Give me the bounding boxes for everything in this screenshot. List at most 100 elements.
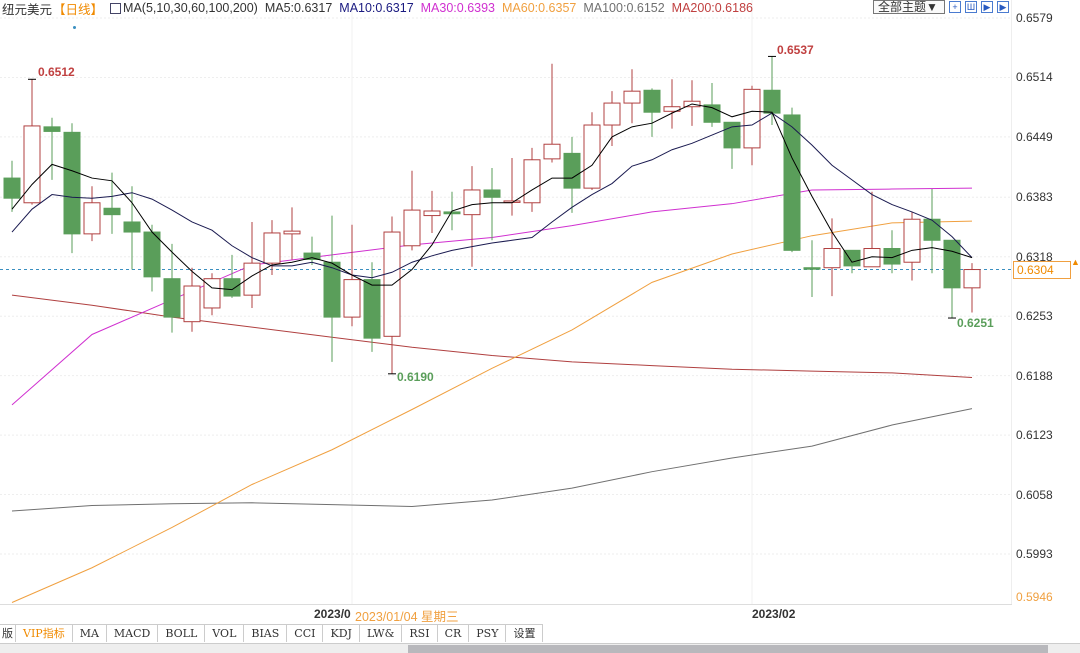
candle-up xyxy=(83,202,101,235)
symbol-name: 纽元美元 xyxy=(2,2,53,17)
candle-up xyxy=(263,232,281,264)
ma10-line xyxy=(11,112,973,279)
candle-down xyxy=(843,249,861,267)
candle-up xyxy=(403,209,421,247)
candle-down xyxy=(223,278,241,297)
tab-6[interactable]: BIAS xyxy=(244,625,288,642)
candle-up xyxy=(423,210,441,217)
price-tick: 0.6579 xyxy=(1016,11,1053,25)
tab-10[interactable]: RSI xyxy=(402,625,438,642)
low-annotation: 0.6190 xyxy=(397,370,434,384)
ma100-value: MA100:0.6152 xyxy=(583,1,665,15)
chart-indicator-icon[interactable] xyxy=(110,2,122,14)
marker-dot xyxy=(73,26,76,29)
candle-up xyxy=(343,279,361,318)
date-label-feb: 2023/02 xyxy=(752,607,796,621)
candle-up xyxy=(603,102,621,126)
bar-chart-icon[interactable]: Ш xyxy=(965,1,977,13)
price-tick: 0.6123 xyxy=(1016,428,1053,443)
candle-down xyxy=(923,218,941,241)
price-tick: 0.6449 xyxy=(1016,129,1053,144)
tab-7[interactable]: CCI xyxy=(287,625,324,642)
candle-up xyxy=(523,159,541,204)
price-tick: 0.6253 xyxy=(1016,309,1053,324)
candle-down xyxy=(323,261,341,318)
candle-down xyxy=(43,126,61,132)
candle-up xyxy=(463,189,481,216)
tab-4[interactable]: BOLL xyxy=(158,625,206,642)
current-price-label: 0.6304 xyxy=(1013,260,1071,279)
ma30-value: MA30:0.6393 xyxy=(420,1,495,15)
tab-9[interactable]: LW& xyxy=(360,625,403,642)
price-tick: 0.6514 xyxy=(1016,70,1053,85)
horizontal-scrollbar[interactable] xyxy=(0,643,1080,653)
indicator-tabs: 版 VIP指标 MA MACD BOLL VOL BIAS CCI KDJ LW& RSI CR PSY… xyxy=(0,624,544,642)
candle-down xyxy=(883,248,901,265)
play-icon[interactable]: ▶ xyxy=(981,1,993,13)
tab-5[interactable]: VOL xyxy=(205,625,245,642)
candle-up xyxy=(623,90,641,104)
date-axis: 2023/0 2023/01/04 星期三 2023/02 xyxy=(0,604,1012,625)
candle-down xyxy=(103,207,121,216)
candle-down xyxy=(763,89,781,114)
price-tick: 0.6318 xyxy=(1016,249,1053,264)
candle-down xyxy=(303,252,321,260)
candle-down xyxy=(443,211,461,215)
tab-3[interactable]: MACD xyxy=(107,625,159,642)
candle-up xyxy=(203,278,221,309)
tab-12[interactable]: PSY xyxy=(469,625,507,642)
candle-down xyxy=(803,267,821,270)
candle-up xyxy=(543,143,561,160)
candle-down xyxy=(143,231,161,278)
tab-13[interactable]: 设置 xyxy=(506,625,544,642)
ma100-line xyxy=(11,408,973,512)
ma60-line xyxy=(11,220,973,603)
high-annotation: 0.6512 xyxy=(38,65,75,79)
low-annotation: 0.6251 xyxy=(957,316,994,330)
ma-params: MA(5,10,30,60,100,200) xyxy=(123,1,258,15)
candle-down xyxy=(123,221,141,233)
candle-up xyxy=(383,231,401,337)
candle-up xyxy=(963,269,981,289)
candle-up xyxy=(903,218,921,263)
candle-up xyxy=(183,285,201,323)
price-tick: 0.6058 xyxy=(1016,487,1053,502)
theme-dropdown[interactable]: 全部主题▼ xyxy=(873,0,945,14)
candle-up xyxy=(823,248,841,269)
candle-down xyxy=(943,239,961,289)
candle-up xyxy=(583,124,601,189)
date-tooltip: 2023/01/04 星期三 xyxy=(352,606,462,625)
candle-down xyxy=(563,152,581,189)
ma60-value: MA60:0.6357 xyxy=(502,1,577,15)
price-tick: 0.5946 xyxy=(1016,590,1053,604)
ma200-line xyxy=(11,294,973,378)
tab-1[interactable]: VIP指标 xyxy=(16,625,73,642)
candle-down xyxy=(783,114,801,251)
ma5-line xyxy=(11,103,973,291)
forward-icon[interactable]: ▶ xyxy=(997,1,1009,13)
candlestick-chart[interactable] xyxy=(0,0,1012,604)
chart-legend: 纽元美元 【日线】 MA(5,10,30,60,100,200) MA5:0.6… xyxy=(2,0,753,17)
period-label[interactable]: 【日线】 xyxy=(53,2,104,17)
crosshair-icon[interactable]: + xyxy=(949,1,961,13)
tab-8[interactable]: KDJ xyxy=(323,625,360,642)
ma200-value: MA200:0.6186 xyxy=(671,1,753,15)
candle-up xyxy=(243,262,261,296)
price-tick: 0.6188 xyxy=(1016,368,1053,383)
tab-2[interactable]: MA xyxy=(73,625,107,642)
candle-up xyxy=(23,125,41,204)
scrollbar-thumb[interactable] xyxy=(408,645,1048,653)
candle-down xyxy=(63,131,81,235)
ma5-value: MA5:0.6317 xyxy=(264,1,333,15)
price-arrow-icon[interactable]: ▲ xyxy=(1071,257,1080,267)
candle-up xyxy=(283,230,301,235)
candle-down xyxy=(363,279,381,339)
chart-toolbar: 全部主题▼ + Ш ▶ ▶ xyxy=(873,0,1009,14)
ma10-value: MA10:0.6317 xyxy=(339,1,414,15)
candle-up xyxy=(863,248,881,268)
tab-11[interactable]: CR xyxy=(438,625,470,642)
candle-down xyxy=(643,89,661,113)
candle-down xyxy=(3,177,21,199)
date-label-jan: 2023/0 xyxy=(314,607,351,621)
tab-0[interactable]: 版 xyxy=(0,625,16,642)
